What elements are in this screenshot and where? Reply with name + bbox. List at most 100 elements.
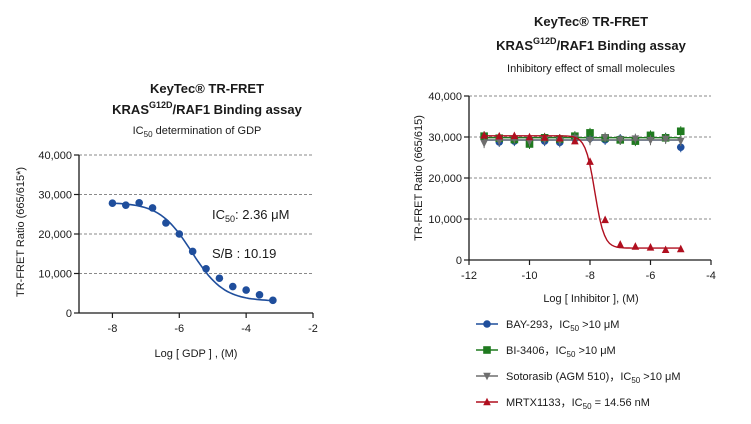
right-series bbox=[480, 126, 685, 254]
right-ytick-label: 40,000 bbox=[428, 91, 462, 103]
legend-label-value: >10 μM bbox=[640, 371, 680, 383]
left-xtick-label: -2 bbox=[308, 323, 318, 335]
sotorasib-data-point bbox=[480, 139, 488, 148]
left-subtitle: IC50 determination of GDP bbox=[133, 125, 262, 139]
legend-label-sub: 50 bbox=[631, 376, 640, 385]
bay-293-data-point bbox=[676, 143, 685, 152]
gdp-data-point bbox=[175, 230, 184, 238]
right-title-sup: G12D bbox=[533, 36, 557, 46]
right-title-rest: /RAF1 Binding assay bbox=[557, 38, 687, 53]
legend-item-sotorasib: Sotorasib (AGM 510)，IC50 >10 μM bbox=[476, 371, 681, 385]
right-xtick-label: -10 bbox=[522, 270, 538, 282]
right-xlabel: Log [ Inhibitor ], (M) bbox=[543, 293, 638, 305]
left-subtitle-ic: IC bbox=[133, 125, 144, 137]
mrtx1133-data-point bbox=[586, 157, 594, 165]
gdp-data-point bbox=[255, 291, 264, 299]
mrtx1133-series bbox=[480, 131, 685, 254]
gdp-data-point bbox=[108, 199, 117, 207]
legend-label-name: Sotorasib (AGM 510)，IC bbox=[506, 371, 631, 383]
left-ytick-label: 20,000 bbox=[38, 229, 72, 241]
mrtx1133-data-point bbox=[661, 245, 670, 254]
legend-swatch-marker bbox=[483, 320, 491, 328]
mrtx1133-data-point bbox=[676, 244, 685, 253]
left-subtitle-sub: 50 bbox=[144, 130, 153, 139]
legend-swatch-marker bbox=[483, 372, 491, 381]
sotorasib-data-point bbox=[661, 135, 670, 144]
left-subtitle-rest: determination of GDP bbox=[153, 125, 262, 137]
gdp-data-point bbox=[228, 282, 237, 291]
legend-label-bi-3406: BI-3406，IC50 >10 μM bbox=[506, 345, 616, 359]
gdp-data-point bbox=[269, 296, 277, 305]
left-ytick-label: 0 bbox=[66, 308, 72, 320]
legend-item-bay-293: BAY-293，IC50 >10 μM bbox=[476, 319, 619, 333]
legend-swatch-marker bbox=[483, 346, 491, 354]
gdp-data-point bbox=[202, 264, 210, 273]
right-xtick-label: -12 bbox=[461, 270, 477, 282]
right-axes bbox=[464, 95, 712, 265]
left-title-line1: KeyTec® TR-FRET bbox=[150, 81, 264, 96]
inhibitor-chart: KeyTec® TR-FRET KRASG12D/RAF1 Binding as… bbox=[413, 14, 716, 411]
legend-item-mrtx1133: MRTX1133，IC50 = 14.56 nM bbox=[476, 397, 650, 411]
legend-label-name: MRTX1133，IC bbox=[506, 397, 583, 409]
bi-3406-data-point bbox=[676, 127, 685, 136]
right-ytick-label: 20,000 bbox=[428, 173, 462, 185]
left-ytick-label: 30,000 bbox=[38, 190, 72, 202]
mrtx1133-data-point bbox=[480, 131, 488, 139]
legend-label-sub: 50 bbox=[567, 350, 576, 359]
left-ytick-label: 10,000 bbox=[38, 269, 72, 281]
legend-label-name: BI-3406，IC bbox=[506, 345, 567, 357]
legend-label-value: = 14.56 nM bbox=[592, 397, 650, 409]
mrtx1133-data-point bbox=[631, 242, 640, 250]
left-xtick-label: -4 bbox=[241, 323, 251, 335]
right-title-kras: KRAS bbox=[496, 38, 533, 53]
left-gridlines bbox=[79, 154, 313, 274]
left-axes bbox=[74, 154, 314, 318]
gdp-ic50-chart: KeyTec® TR-FRET KRASG12D/RAF1 Binding as… bbox=[15, 81, 318, 360]
left-title-line2: KRASG12D/RAF1 Binding assay bbox=[112, 100, 302, 117]
mrtx1133-data-point bbox=[616, 240, 625, 248]
left-title-kras: KRAS bbox=[112, 102, 149, 117]
sotorasib-data-point bbox=[616, 136, 625, 145]
mrtx1133-data-point bbox=[571, 136, 579, 145]
right-ytick-label: 10,000 bbox=[428, 214, 462, 226]
ic50-annotation-value: : 2.36 μM bbox=[235, 207, 289, 222]
left-tick-labels: 0 10,000 20,000 30,000 40,000 -8 -6 -4 -2 bbox=[38, 150, 318, 335]
right-tick-labels: 0 10,000 20,000 30,000 40,000 -12 -10 -8 -6 -4 bbox=[428, 91, 716, 282]
gdp-data-point bbox=[242, 286, 250, 294]
mrtx1133-data-point bbox=[495, 131, 504, 140]
right-xtick-label: -4 bbox=[706, 270, 716, 282]
right-title-line1: KeyTec® TR-FRET bbox=[534, 14, 648, 29]
right-xtick-label: -6 bbox=[646, 270, 656, 282]
legend-label-bay-293: BAY-293，IC50 >10 μM bbox=[506, 319, 619, 333]
mrtx1133-data-point bbox=[601, 215, 609, 224]
sotorasib-data-point bbox=[586, 136, 594, 145]
left-ylabel: TR-FRET Ratio (665/615*) bbox=[15, 167, 27, 297]
gdp-data-point bbox=[122, 201, 130, 209]
left-title-sup: G12D bbox=[149, 100, 173, 110]
mrtx1133-data-point bbox=[525, 132, 534, 141]
right-ylabel: TR-FRET Ratio (665/615) bbox=[413, 115, 425, 241]
gdp-data-point bbox=[135, 198, 143, 207]
left-data-points bbox=[108, 198, 277, 305]
gdp-data-point bbox=[215, 274, 224, 283]
ic50-annotation: IC50: 2.36 μM bbox=[212, 207, 289, 224]
legend-label-value: >10 μM bbox=[575, 345, 615, 357]
left-xtick-label: -8 bbox=[108, 323, 118, 335]
legend-label-value: >10 μM bbox=[579, 319, 619, 331]
legend-label-sotorasib: Sotorasib (AGM 510)，IC50 >10 μM bbox=[506, 371, 681, 385]
mrtx1133-fit-line bbox=[484, 135, 681, 249]
ic50-annotation-sub: 50 bbox=[225, 214, 235, 224]
mrtx1133-data-point bbox=[540, 133, 549, 141]
legend-item-bi-3406: BI-3406，IC50 >10 μM bbox=[476, 345, 616, 359]
mrtx1133-data-point bbox=[555, 133, 564, 142]
ic50-annotation-ic: IC bbox=[212, 207, 225, 222]
right-title-line2: KRASG12D/RAF1 Binding assay bbox=[496, 36, 686, 53]
left-xlabel: Log [ GDP ] , (M) bbox=[155, 348, 238, 360]
sotorasib-data-point bbox=[601, 134, 609, 142]
legend-swatch-marker bbox=[483, 397, 491, 406]
sotorasib-data-point bbox=[676, 137, 685, 146]
gdp-data-point bbox=[148, 204, 157, 212]
sotorasib-data-point bbox=[646, 136, 655, 145]
